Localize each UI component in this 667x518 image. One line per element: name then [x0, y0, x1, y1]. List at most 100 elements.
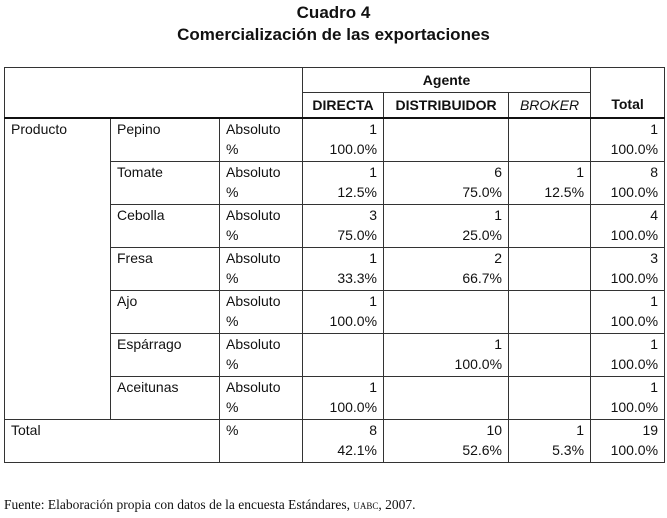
total-percent: 100.0% — [610, 399, 659, 415]
distribuidor-absolute — [390, 291, 502, 311]
total-total-percent: 100.0% — [610, 442, 659, 458]
broker-absolute — [515, 119, 584, 139]
distribuidor-cell — [383, 376, 510, 420]
table-row: Producto Pepino Absoluto% 1 100.0% 1 100.0% — [4, 117, 666, 420]
absolute-label: Absoluto — [226, 207, 281, 223]
directa-absolute: 3 — [369, 207, 378, 223]
directa-cell — [302, 333, 385, 377]
total-broker-percent: 5.3% — [552, 442, 585, 458]
total-absolute: 3 — [650, 250, 659, 266]
broker-absolute — [515, 334, 584, 354]
directa-cell: 3 75.0% — [302, 204, 385, 248]
row-group-label: Producto — [4, 117, 111, 420]
total-measure-cell: % — [218, 419, 304, 463]
distribuidor-percent: 75.0% — [462, 184, 503, 200]
broker-percent — [515, 311, 584, 331]
distribuidor-percent: 100.0% — [454, 356, 503, 372]
product-cell: Fresa — [110, 247, 220, 291]
distribuidor-absolute: 6 — [494, 164, 503, 180]
table-subtitle: Comercialización de las exportaciones — [177, 25, 490, 44]
total-total-absolute: 19 — [642, 422, 659, 438]
total-cell: 1 100.0% — [590, 290, 666, 334]
directa-percent: 33.3% — [337, 270, 378, 286]
directa-cell: 1 100.0% — [302, 117, 385, 162]
percent-label: % — [226, 356, 239, 372]
directa-absolute: 1 — [369, 250, 378, 266]
broker-percent — [515, 397, 584, 417]
distribuidor-cell: 1 25.0% — [383, 204, 510, 248]
total-percent: 100.0% — [610, 141, 659, 157]
distribuidor-cell: 6 75.0% — [383, 161, 510, 205]
total-percent: 100.0% — [610, 356, 659, 372]
directa-percent: 100.0% — [329, 141, 378, 157]
total-directa-percent: 42.1% — [337, 442, 378, 458]
header-broker: BROKER — [508, 92, 592, 119]
directa-cell: 1 100.0% — [302, 376, 385, 420]
directa-absolute: 1 — [369, 379, 378, 395]
total-cell: 1 100.0% — [590, 333, 666, 377]
percent-label: % — [226, 399, 239, 415]
header-directa: DIRECTA — [302, 92, 385, 119]
total-absolute: 1 — [650, 379, 659, 395]
distribuidor-percent — [390, 311, 502, 331]
broker-percent — [515, 354, 584, 374]
broker-cell — [508, 290, 592, 334]
total-directa-cell: 8 42.1% — [302, 419, 385, 463]
total-broker-cell: 1 5.3% — [508, 419, 592, 463]
broker-absolute: 1 — [576, 164, 585, 180]
directa-cell: 1 12.5% — [302, 161, 385, 205]
header-distribuidor: DISTRIBUIDOR — [383, 92, 510, 119]
broker-absolute — [515, 291, 584, 311]
measure-cell: Absoluto% — [218, 117, 304, 162]
directa-absolute: 1 — [369, 293, 378, 309]
distribuidor-cell: 1 100.0% — [383, 333, 510, 377]
distribuidor-absolute — [390, 119, 502, 139]
directa-percent: 75.0% — [337, 227, 378, 243]
product-cell: Aceitunas — [110, 376, 220, 420]
table-title: Cuadro 4 — [296, 3, 371, 22]
total-cell: 8 100.0% — [590, 161, 666, 205]
table-row: Aceitunas Absoluto% 1 100.0% 1 100.0% — [5, 376, 666, 420]
directa-percent — [309, 354, 377, 374]
total-absolute: 1 — [650, 121, 659, 137]
total-absolute: 1 — [650, 293, 659, 309]
absolute-label: Absoluto — [226, 336, 281, 352]
broker-cell — [508, 117, 592, 162]
total-percent: 100.0% — [610, 184, 659, 200]
total-absolute: 1 — [650, 336, 659, 352]
broker-absolute — [515, 205, 584, 225]
distribuidor-percent — [390, 139, 502, 159]
header-row-columns: DIRECTA DISTRIBUIDOR BROKER — [5, 92, 665, 119]
absolute-label: Absoluto — [226, 379, 281, 395]
distribuidor-percent: 25.0% — [462, 227, 503, 243]
total-broker-absolute: 1 — [576, 422, 585, 438]
header-agent: Agente — [302, 67, 592, 93]
broker-cell — [508, 376, 592, 420]
percent-label: % — [226, 270, 239, 286]
product-cell: Tomate — [110, 161, 220, 205]
measure-cell: Absoluto% — [218, 204, 304, 248]
total-cell: 1 100.0% — [590, 376, 666, 420]
source-org: UABC — [353, 497, 379, 512]
absolute-label: Absoluto — [226, 164, 281, 180]
product-cell: Ajo — [110, 290, 220, 334]
total-percent: 100.0% — [610, 227, 659, 243]
distribuidor-absolute: 1 — [494, 207, 503, 223]
distribuidor-absolute: 1 — [494, 336, 503, 352]
total-absolute: 4 — [650, 207, 659, 223]
measure-cell: Absoluto% — [218, 161, 304, 205]
directa-cell: 1 33.3% — [302, 247, 385, 291]
measure-cell: Absoluto% — [218, 333, 304, 377]
broker-percent — [515, 225, 584, 245]
measure-cell: Absoluto% — [218, 247, 304, 291]
header-total-top: Total — [590, 67, 666, 119]
broker-percent — [515, 268, 584, 288]
absolute-label: Absoluto — [226, 293, 281, 309]
total-absolute: 8 — [650, 164, 659, 180]
broker-cell — [508, 204, 592, 248]
total-cell: 4 100.0% — [590, 204, 666, 248]
total-distribuidor-cell: 10 52.6% — [383, 419, 510, 463]
total-cell: 3 100.0% — [590, 247, 666, 291]
broker-cell — [508, 333, 592, 377]
percent-label: % — [226, 184, 239, 200]
